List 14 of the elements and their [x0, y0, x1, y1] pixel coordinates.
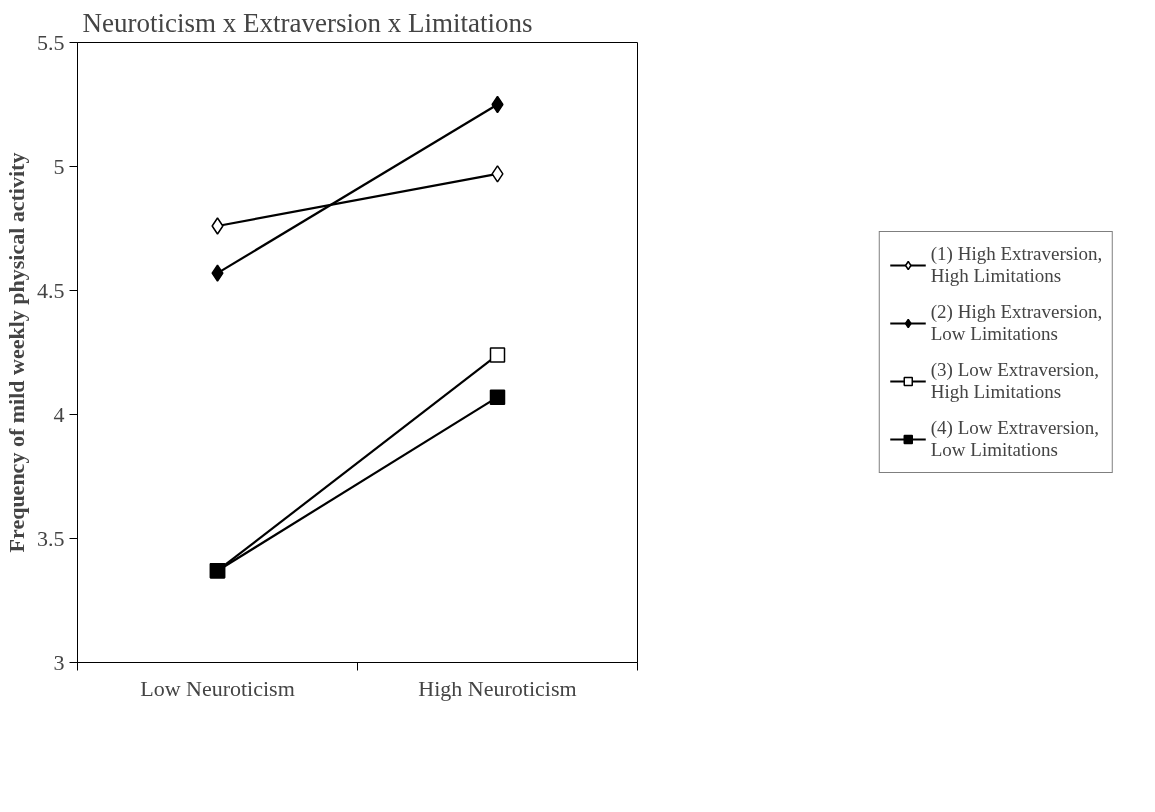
legend-label: (4) Low Extraversion, Low Limitations: [930, 416, 1100, 462]
y-tick-label: 3: [53, 649, 65, 675]
y-tick-label: 3.5: [37, 525, 65, 551]
legend-label: (2) High Extraversion, Low Limitations: [930, 300, 1103, 346]
y-tick-label: 5.5: [37, 29, 65, 55]
chart-title: Neuroticism x Extraversion x Limitations: [82, 7, 533, 38]
x-tick-label: High Neuroticism: [418, 675, 577, 701]
legend-label: (3) Low Extraversion, High Limitations: [930, 358, 1100, 404]
y-tick-label: 4.5: [37, 277, 65, 303]
legend-label: (1) High Extraversion, High Limitations: [930, 242, 1103, 288]
x-tick-label: Low Neuroticism: [140, 675, 295, 701]
y-tick-label: 4: [53, 401, 65, 427]
y-tick-label: 5: [53, 153, 65, 179]
y-axis-title: Frequency of mild weekly physical activity: [4, 152, 29, 553]
